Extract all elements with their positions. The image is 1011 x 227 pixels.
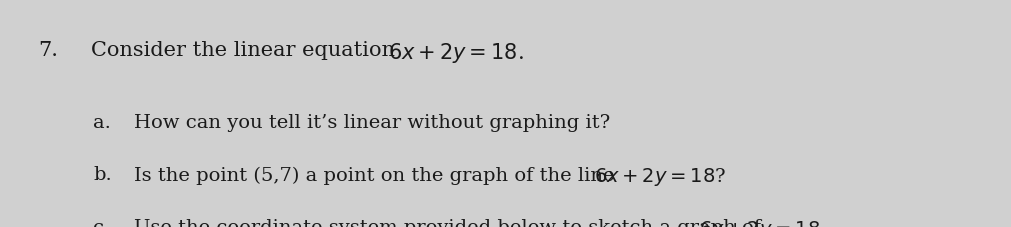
Text: 7.: 7. — [38, 41, 59, 60]
Text: a.: a. — [93, 114, 111, 131]
Text: c.: c. — [93, 218, 110, 227]
Text: $6x+2y=18$.: $6x+2y=18$. — [387, 41, 523, 65]
Text: $6x+2y=18$?: $6x+2y=18$? — [593, 166, 726, 188]
Text: $6x+2y=18$: $6x+2y=18$ — [699, 218, 820, 227]
Text: Use the coordinate system provided below to sketch a graph of: Use the coordinate system provided below… — [133, 218, 766, 227]
Text: Consider the linear equation: Consider the linear equation — [91, 41, 401, 60]
Text: Is the point (5,7) a point on the graph of the line: Is the point (5,7) a point on the graph … — [133, 166, 620, 184]
Text: How can you tell it’s linear without graphing it?: How can you tell it’s linear without gra… — [133, 114, 610, 131]
Text: b.: b. — [93, 166, 112, 184]
